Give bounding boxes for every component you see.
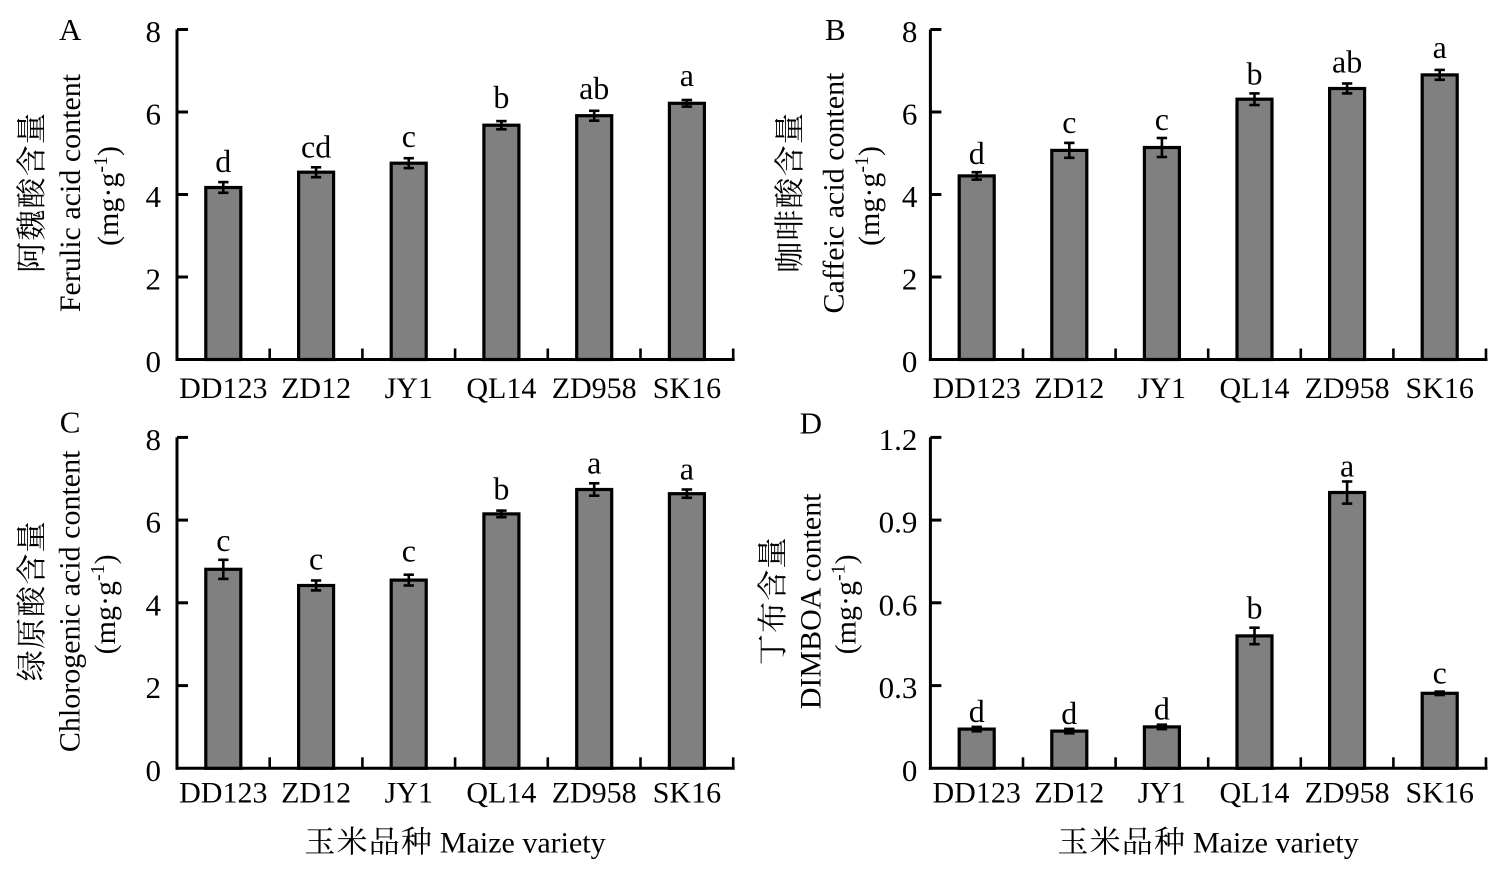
svg-text:Chlorogenic acid content: Chlorogenic acid content [54,450,87,752]
svg-text:2: 2 [146,262,162,297]
svg-text:Maize variety: Maize variety [1193,827,1359,860]
svg-text:0.6: 0.6 [879,587,918,622]
svg-text:DIMBOA content: DIMBOA content [795,493,828,709]
svg-text:c: c [402,118,416,154]
svg-text:SK16: SK16 [1406,776,1474,809]
svg-text:ZD12: ZD12 [281,372,351,405]
svg-text:ZD958: ZD958 [552,372,637,405]
svg-text:ZD12: ZD12 [281,776,351,809]
svg-text:ZD958: ZD958 [1305,776,1390,809]
svg-text:6: 6 [146,97,162,132]
svg-text:(mg·g-1): (mg·g-1) [90,146,125,246]
svg-text:0.3: 0.3 [879,670,918,705]
svg-text:6: 6 [902,97,918,132]
svg-text:DD123: DD123 [933,372,1021,405]
svg-text:c: c [309,541,323,577]
svg-text:ZD12: ZD12 [1034,776,1104,809]
svg-text:JY1: JY1 [385,372,433,405]
svg-text:SK16: SK16 [653,372,721,405]
svg-text:DD123: DD123 [179,776,267,809]
svg-text:0: 0 [146,344,162,379]
svg-text:Ferulic acid content: Ferulic acid content [54,73,87,312]
svg-text:8: 8 [146,422,162,457]
svg-text:JY1: JY1 [385,776,433,809]
svg-text:Maize variety: Maize variety [440,827,606,860]
svg-text:1.2: 1.2 [879,422,918,457]
svg-text:d: d [1061,695,1077,731]
svg-text:a: a [1433,29,1447,65]
svg-text:0: 0 [902,753,918,788]
svg-text:b: b [1247,55,1263,91]
svg-text:4: 4 [902,179,918,214]
svg-text:b: b [1247,590,1263,626]
svg-text:d: d [1154,691,1170,727]
svg-text:QL14: QL14 [466,372,536,405]
svg-text:JY1: JY1 [1138,372,1186,405]
svg-text:0: 0 [146,753,162,788]
svg-text:A: A [59,12,82,47]
svg-text:B: B [825,12,846,47]
svg-text:b: b [493,79,509,115]
svg-text:c: c [1062,104,1076,140]
svg-text:c: c [1433,655,1447,691]
svg-text:ZD958: ZD958 [552,776,637,809]
svg-text:DD123: DD123 [179,372,267,405]
svg-text:SK16: SK16 [1406,372,1474,405]
svg-text:a: a [587,444,601,480]
svg-text:Caffeic acid content: Caffeic acid content [818,72,851,314]
svg-text:8: 8 [146,14,162,49]
svg-text:0: 0 [902,344,918,379]
svg-text:ZD12: ZD12 [1034,372,1104,405]
svg-text:SK16: SK16 [653,776,721,809]
svg-text:ZD958: ZD958 [1305,372,1390,405]
svg-text:a: a [680,451,694,487]
svg-text:QL14: QL14 [1220,372,1290,405]
svg-text:c: c [402,533,416,569]
svg-text:6: 6 [146,505,162,540]
svg-text:C: C [60,405,81,440]
svg-text:d: d [969,135,985,171]
svg-text:D: D [800,406,822,441]
svg-text:c: c [1155,101,1169,137]
svg-text:4: 4 [146,587,162,622]
svg-text:QL14: QL14 [1220,776,1290,809]
svg-text:QL14: QL14 [466,776,536,809]
svg-text:2: 2 [146,670,162,705]
svg-text:0.9: 0.9 [879,505,918,540]
svg-text:2: 2 [902,262,918,297]
svg-text:JY1: JY1 [1138,776,1186,809]
svg-text:c: c [216,522,230,558]
svg-text:ab: ab [579,70,609,106]
svg-text:DD123: DD123 [933,776,1021,809]
svg-text:a: a [680,57,694,93]
svg-text:a: a [1340,448,1354,484]
svg-text:d: d [215,143,231,179]
svg-text:cd: cd [301,128,331,164]
svg-text:ab: ab [1332,44,1362,80]
svg-text:8: 8 [902,14,918,49]
svg-text:4: 4 [146,179,162,214]
svg-text:b: b [493,471,509,507]
svg-text:d: d [969,693,985,729]
